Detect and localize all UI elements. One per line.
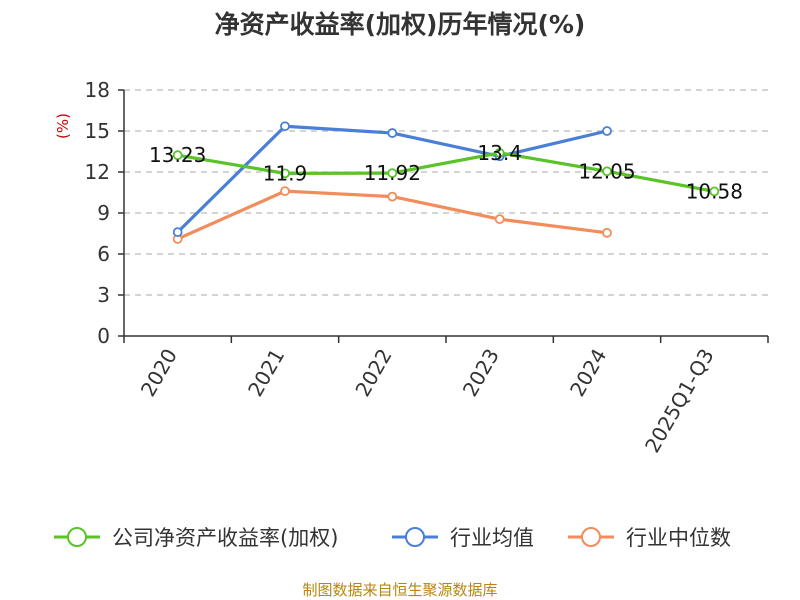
data-point-industry-mean [172, 227, 183, 238]
data-point-industry-mean [387, 128, 398, 138]
x-tick-label: 2020 [136, 345, 182, 401]
y-tick-label: 6 [97, 242, 110, 266]
data-point-company [172, 150, 183, 161]
data-labels: 13.23 11.9 11.92 13.4 12.05 10.58 [149, 141, 743, 204]
legend: 公司净资产收益率(加权) 行业均值 行业中位数 [54, 526, 731, 550]
legend-label: 公司净资产收益率(加权) [112, 526, 338, 550]
legend-label: 行业均值 [450, 526, 534, 550]
data-point-company [494, 147, 505, 158]
data-point-industry-median [280, 186, 290, 197]
y-tick-label: 12 [85, 160, 110, 184]
y-tick-label: 9 [97, 201, 110, 225]
data-label: 13.4 [477, 141, 522, 165]
y-tick-label: 3 [97, 283, 110, 307]
legend-marker-0 [67, 527, 87, 547]
data-point-industry-median [387, 191, 398, 202]
legend-marker-2 [581, 527, 601, 547]
y-tick-label: 15 [85, 119, 110, 143]
grid-lines [124, 89, 768, 296]
legend-marker-1 [405, 527, 425, 547]
data-point-company [709, 186, 720, 197]
x-tick-label: 2024 [565, 345, 611, 401]
series-layer [172, 121, 720, 244]
data-label: 11.92 [364, 161, 421, 185]
legend-label: 行业中位数 [626, 526, 731, 550]
data-label: 11.9 [263, 161, 308, 185]
data-point-company [602, 166, 612, 177]
axes: 0 3 6 9 12 15 18 2020 2021 2022 2023 2024 2025Q1-Q3 [85, 78, 769, 457]
y-tick-label: 0 [97, 324, 110, 348]
x-tick-label: 2023 [458, 344, 504, 400]
data-point-industry-median [602, 227, 612, 238]
data-point-company [280, 168, 290, 179]
x-tick-label: 2022 [350, 345, 396, 401]
y-tick-label: 18 [85, 78, 110, 102]
data-point-industry-mean [602, 126, 612, 136]
data-point-company [387, 168, 398, 178]
x-tick-label: 2025Q1-Q3 [640, 345, 719, 457]
series-line-company [177, 151, 715, 193]
source-note: 制图数据来自恒生聚源数据库 [302, 581, 497, 599]
chart-title: 净资产收益率(加权)历年情况(%) [215, 10, 586, 39]
data-point-industry-median [494, 214, 505, 225]
x-tick-label: 2021 [243, 345, 289, 401]
y-axis-label: (%) [54, 113, 72, 139]
data-label: 12.05 [578, 159, 635, 183]
data-label: 13.23 [149, 143, 206, 167]
data-point-industry-mean [280, 121, 290, 132]
data-label: 10.58 [686, 179, 743, 203]
